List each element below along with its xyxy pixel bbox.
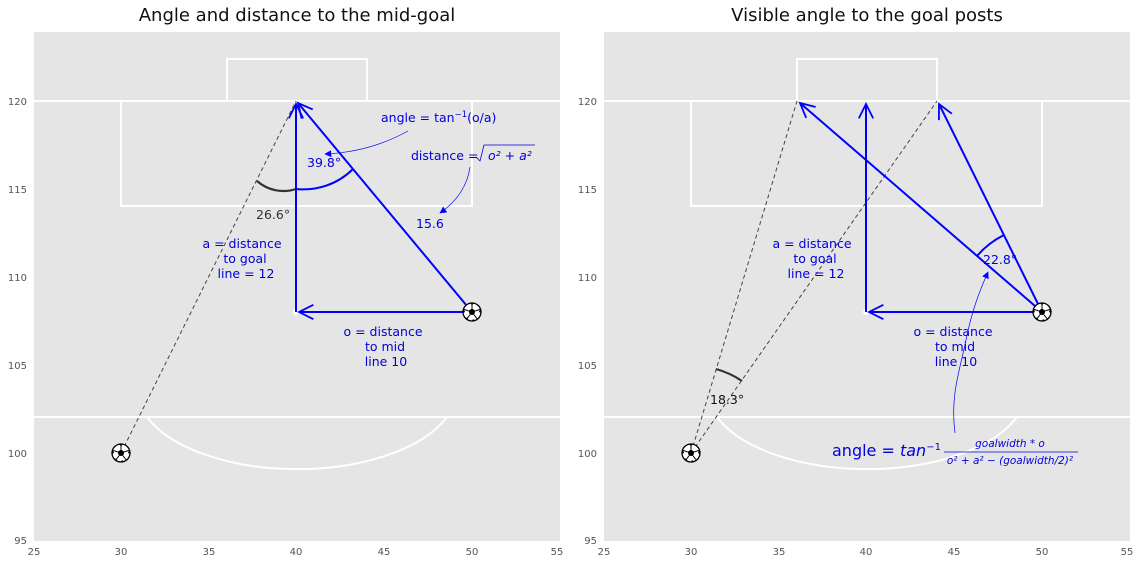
angle-label: 22.8° — [983, 252, 1017, 267]
a-label-line1: a = distance — [772, 236, 851, 251]
dashed-angle-arc — [715, 367, 743, 382]
vector-distance — [298, 103, 473, 313]
x-tick: 35 — [773, 547, 786, 558]
x-tick: 55 — [551, 547, 564, 558]
o-label-line1: o = distance — [913, 324, 992, 339]
soccer-ball-icon — [111, 443, 131, 463]
dashed-angle-label: 18.3° — [710, 392, 744, 407]
left-panel: Angle and distance to the mid-goal 25 30… — [8, 5, 563, 558]
y-tick: 105 — [578, 361, 597, 372]
dashed-right-post-line — [690, 100, 938, 454]
y-tick: 120 — [8, 97, 27, 108]
a-label-line1: a = distance — [202, 236, 281, 251]
formula-numerator: goalwidth * o — [975, 438, 1045, 450]
x-tick: 30 — [115, 547, 128, 558]
x-tick: 35 — [203, 547, 216, 558]
x-tick: 30 — [685, 547, 698, 558]
y-tick: 115 — [578, 185, 597, 196]
left-panel-title: Angle and distance to the mid-goal — [139, 5, 456, 26]
y-tick: 95 — [584, 536, 597, 547]
y-tick: 95 — [14, 536, 27, 547]
x-tick: 40 — [290, 547, 303, 558]
y-tick: 110 — [8, 273, 27, 284]
o-label-line2: to mid — [365, 339, 405, 354]
a-label-line3: line = 12 — [788, 266, 845, 281]
angle-formula: angle = tan−1(o/a) — [381, 110, 496, 125]
distance-formula: distance = — [411, 148, 478, 163]
right-pitch-markings — [604, 58, 1130, 471]
left-x-axis-ticks: 25 30 35 40 45 50 55 — [28, 547, 564, 558]
distance-radicand: o² + a² — [488, 148, 532, 163]
dashed-left-post-line — [690, 100, 798, 454]
left-y-axis-ticks: 95 100 105 110 115 120 — [8, 97, 27, 547]
x-tick: 50 — [466, 547, 479, 558]
dashed-shot-line — [120, 100, 297, 454]
right-x-axis-ticks: 25 30 35 40 45 50 55 — [598, 547, 1134, 558]
visible-angle-formula: angle = tan−1 — [832, 441, 941, 460]
y-tick: 100 — [8, 449, 27, 460]
a-label-line3: line = 12 — [218, 266, 275, 281]
vector-right-post — [939, 104, 1043, 313]
distance-pointer — [439, 166, 471, 214]
y-tick: 105 — [8, 361, 27, 372]
o-label-line1: o = distance — [343, 324, 422, 339]
y-tick: 115 — [8, 185, 27, 196]
formula-pointer — [953, 271, 989, 434]
formula-denominator: o² + a² − (goalwidth/2)² — [947, 455, 1074, 467]
x-tick: 25 — [598, 547, 611, 558]
x-tick: 55 — [1121, 547, 1134, 558]
y-tick: 100 — [578, 449, 597, 460]
x-tick: 50 — [1036, 547, 1049, 558]
right-panel: Visible angle to the goal posts 25 30 35… — [578, 5, 1133, 558]
vector-left-post — [800, 103, 1043, 313]
soccer-ball-icon — [1032, 302, 1052, 322]
x-tick: 45 — [948, 547, 961, 558]
a-label-line2: to goal — [793, 251, 836, 266]
o-label-line3: line 10 — [935, 354, 977, 369]
x-tick: 25 — [28, 547, 41, 558]
x-tick: 40 — [860, 547, 873, 558]
y-tick: 120 — [578, 97, 597, 108]
o-label-line3: line 10 — [365, 354, 407, 369]
right-panel-title: Visible angle to the goal posts — [731, 5, 1003, 26]
right-y-axis-ticks: 95 100 105 110 115 120 — [578, 97, 597, 547]
soccer-ball-icon — [681, 443, 701, 463]
soccer-ball-icon — [462, 302, 482, 322]
dashed-angle-label: 26.6° — [256, 207, 290, 222]
x-tick: 45 — [378, 547, 391, 558]
y-tick: 110 — [578, 273, 597, 284]
distance-value: 15.6 — [416, 216, 444, 231]
o-label-line2: to mid — [935, 339, 975, 354]
blue-angle-arc — [295, 168, 354, 191]
angle-label: 39.8° — [307, 155, 341, 170]
blue-angle-arc — [976, 234, 1005, 257]
angle-pointer — [324, 130, 409, 158]
dashed-angle-arc — [256, 180, 297, 193]
sqrt-sign — [475, 144, 535, 162]
a-label-line2: to goal — [223, 251, 266, 266]
